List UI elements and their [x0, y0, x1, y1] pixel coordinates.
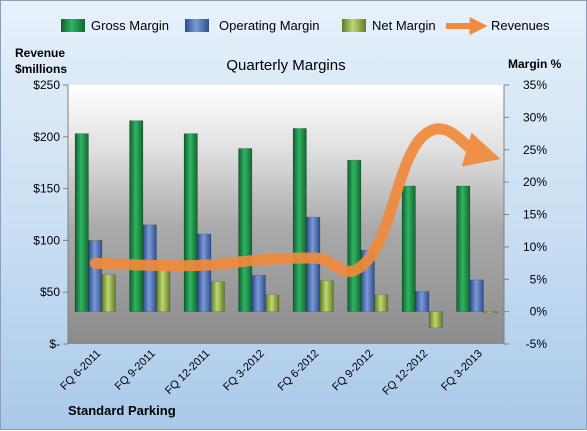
legend-label-operating-margin: Operating Margin	[219, 18, 319, 33]
right-tick-label: 30%	[523, 110, 547, 124]
bar-net-margin	[156, 264, 171, 312]
revenue-line-group	[89, 123, 501, 277]
right-tick-label: 35%	[523, 78, 547, 92]
legend-label-net-margin: Net Margin	[372, 18, 436, 33]
category-label: FQ 3-2013	[439, 348, 485, 394]
bar-net-margin	[101, 274, 116, 312]
legend-item-gross-margin: Gross Margin	[61, 18, 169, 33]
legend-swatch-operating-margin	[185, 19, 209, 32]
bar-net-margin	[483, 311, 498, 314]
bar-operating-margin	[469, 279, 484, 312]
revenue-line	[89, 123, 501, 277]
category-label: FQ 6-2011	[58, 348, 103, 393]
category-axis-labels: FQ 6-2011 FQ 9-2011 FQ 12-2011 FQ 3-2012 FQ …	[58, 348, 485, 398]
bar-operating-margin	[415, 291, 430, 312]
category-label: FQ 12-2012	[380, 348, 430, 398]
legend-swatch-net-margin	[342, 19, 366, 32]
left-tick-label: $250	[33, 78, 60, 92]
right-tick-label: 25%	[523, 143, 547, 157]
legend-swatch-gross-margin	[61, 19, 85, 32]
right-tick-label: 20%	[523, 175, 547, 189]
bar-gross-margin	[292, 128, 307, 312]
category-label: FQ 6-2012	[276, 348, 322, 394]
category-label: FQ 9-2011	[113, 348, 158, 393]
legend-item-operating-margin: Operating Margin	[185, 18, 319, 33]
bar-net-margin	[319, 280, 334, 312]
bar-gross-margin	[347, 159, 362, 312]
category-label: FQ 12-2011	[163, 348, 212, 397]
left-tick-label: $100	[33, 233, 60, 247]
legend-label-revenues: Revenues	[491, 18, 550, 33]
bar-gross-margin	[401, 185, 416, 312]
bar-gross-margin	[456, 185, 471, 312]
legend-label-gross-margin: Gross Margin	[91, 18, 169, 33]
bar-net-margin	[210, 281, 225, 312]
bar-gross-margin	[183, 133, 198, 312]
right-tick-label: 10%	[523, 240, 547, 254]
bar-operating-margin	[197, 233, 212, 312]
bar-operating-margin	[251, 275, 266, 312]
right-tick-label: 5%	[530, 272, 548, 286]
left-tick-label: $200	[33, 130, 60, 144]
bar-operating-margin	[88, 240, 103, 312]
bar-net-margin	[428, 311, 443, 329]
right-axis-ticks: -5% 0% 5% 10% 15% 20% 25% 30% 35%	[504, 78, 547, 351]
bar-net-margin	[265, 294, 280, 312]
category-label: FQ 3-2012	[221, 348, 267, 394]
bar-net-margin	[374, 294, 389, 312]
chart-footer: Standard Parking	[68, 403, 176, 418]
legend-item-revenues: Revenues	[446, 17, 550, 35]
left-tick-label: $-	[49, 337, 60, 351]
left-tick-label: $150	[33, 182, 60, 196]
chart-legend: Gross Margin Operating Margin Net Margin…	[61, 17, 550, 35]
right-tick-label: 15%	[523, 208, 547, 222]
bar-gross-margin	[129, 120, 144, 312]
left-axis-ticks: $- $50 $100 $150 $200 $250	[33, 78, 68, 351]
right-axis-title: Margin %	[508, 57, 562, 71]
bar-gross-margin	[74, 133, 89, 312]
left-axis-title-line1: Revenue	[15, 46, 65, 60]
legend-item-net-margin: Net Margin	[342, 18, 436, 33]
left-tick-label: $50	[40, 285, 60, 299]
category-label: FQ 9-2012	[330, 348, 376, 394]
right-tick-label: 0%	[530, 305, 548, 319]
bar-gross-margin	[238, 148, 253, 312]
right-tick-label: -5%	[526, 337, 548, 351]
left-axis-title-line2: $millions	[15, 62, 67, 76]
bar-operating-margin	[306, 216, 321, 312]
chart-title: Quarterly Margins	[226, 57, 345, 74]
